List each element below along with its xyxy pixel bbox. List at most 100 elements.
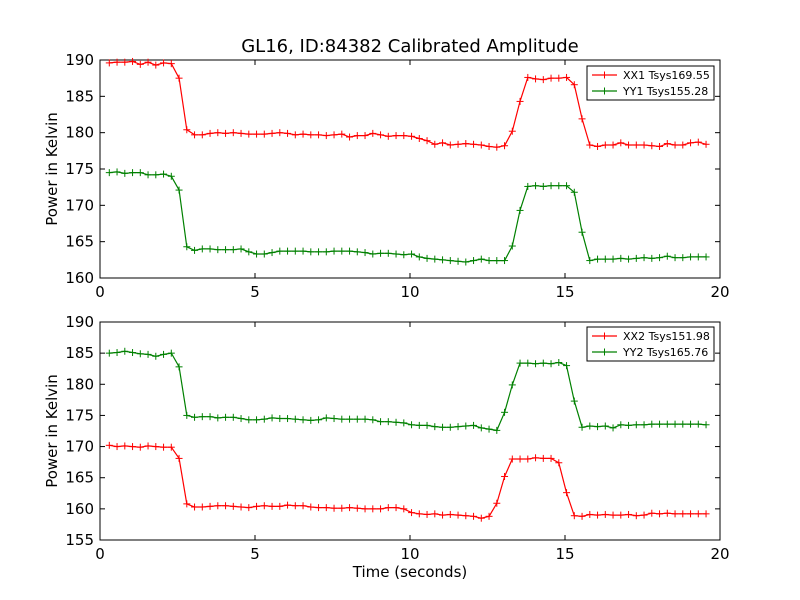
data-point	[229, 502, 237, 510]
data-point	[516, 206, 524, 214]
data-point	[570, 397, 578, 405]
data-point	[206, 413, 214, 421]
data-point	[307, 416, 315, 424]
data-point	[454, 140, 462, 148]
data-point	[431, 140, 439, 148]
data-point	[679, 510, 687, 518]
data-point	[322, 248, 330, 256]
data-point	[291, 415, 299, 423]
data-point	[439, 139, 447, 147]
data-point	[284, 415, 292, 423]
data-point	[679, 254, 687, 262]
data-point	[377, 249, 385, 257]
data-point	[338, 247, 346, 255]
data-point	[237, 503, 245, 511]
data-point	[648, 420, 656, 428]
data-point	[322, 414, 330, 422]
data-point	[485, 142, 493, 150]
data-point	[268, 414, 276, 422]
data-point	[284, 501, 292, 509]
data-point	[214, 129, 222, 137]
data-point	[694, 420, 702, 428]
data-point	[330, 415, 338, 423]
data-point	[586, 257, 594, 265]
data-point	[206, 245, 214, 253]
data-point	[671, 510, 679, 518]
y-tick-label: 180	[65, 375, 94, 393]
data-point	[152, 352, 160, 360]
data-point	[315, 416, 323, 424]
data-point	[206, 129, 214, 137]
data-point	[485, 512, 493, 520]
data-point	[415, 134, 423, 142]
data-point	[191, 131, 199, 139]
data-point	[477, 514, 485, 522]
data-point	[516, 359, 524, 367]
data-point	[191, 246, 199, 254]
data-point	[570, 512, 578, 520]
data-point	[268, 502, 276, 510]
data-point	[136, 169, 144, 177]
data-point	[377, 505, 385, 513]
data-point	[516, 455, 524, 463]
data-point	[656, 142, 664, 150]
data-point	[439, 511, 447, 519]
bottom-panel: 0 5 10 15 20 155 160 165 170 175 180 185 190 Power in…	[43, 313, 730, 581]
x-tick-label: 10	[400, 283, 419, 301]
data-point	[307, 503, 315, 511]
data-point	[594, 255, 602, 263]
data-point	[191, 413, 199, 421]
data-point	[222, 413, 230, 421]
data-point	[648, 142, 656, 150]
x-tick-label: 20	[710, 545, 729, 563]
data-point	[446, 423, 454, 431]
data-point	[617, 421, 625, 429]
data-point	[431, 255, 439, 263]
data-point	[687, 253, 695, 261]
y-axis-label: Power in Kelvin	[43, 374, 61, 488]
y-tick-label: 165	[65, 469, 94, 487]
data-point	[338, 415, 346, 423]
data-point	[470, 421, 478, 429]
data-point	[601, 422, 609, 430]
data-point	[423, 254, 431, 262]
data-point	[330, 247, 338, 255]
data-point	[632, 421, 640, 429]
data-point	[105, 441, 113, 449]
data-point	[377, 131, 385, 139]
y-tick-label: 185	[65, 344, 94, 362]
data-point	[129, 443, 137, 451]
data-point	[485, 425, 493, 433]
data-point	[167, 349, 175, 357]
data-point	[353, 248, 361, 256]
y-tick-label: 185	[65, 87, 94, 105]
data-point	[625, 510, 633, 518]
x-tick-label: 15	[555, 283, 574, 301]
data-point	[609, 424, 617, 432]
data-point	[245, 416, 253, 424]
data-point	[384, 418, 392, 426]
data-point	[485, 257, 493, 265]
data-point	[338, 504, 346, 512]
legend-box	[586, 65, 715, 101]
data-point	[477, 255, 485, 263]
data-point	[253, 502, 261, 510]
data-point	[291, 247, 299, 255]
data-point	[609, 511, 617, 519]
y-tick-label: 170	[65, 196, 94, 214]
y-axis-label: Power in Kelvin	[43, 112, 61, 226]
data-point	[524, 73, 532, 81]
data-point	[253, 250, 261, 258]
data-point	[570, 81, 578, 89]
y-tick-label: 175	[65, 406, 94, 424]
legend-entry: XX2 Tsys151.98	[623, 330, 710, 343]
data-point	[532, 360, 540, 368]
data-point	[144, 350, 152, 358]
data-point	[276, 247, 284, 255]
data-point	[632, 141, 640, 149]
data-point	[415, 510, 423, 518]
data-point	[563, 489, 571, 497]
data-point	[454, 511, 462, 519]
x-tick-label: 10	[400, 545, 419, 563]
data-point	[524, 455, 532, 463]
